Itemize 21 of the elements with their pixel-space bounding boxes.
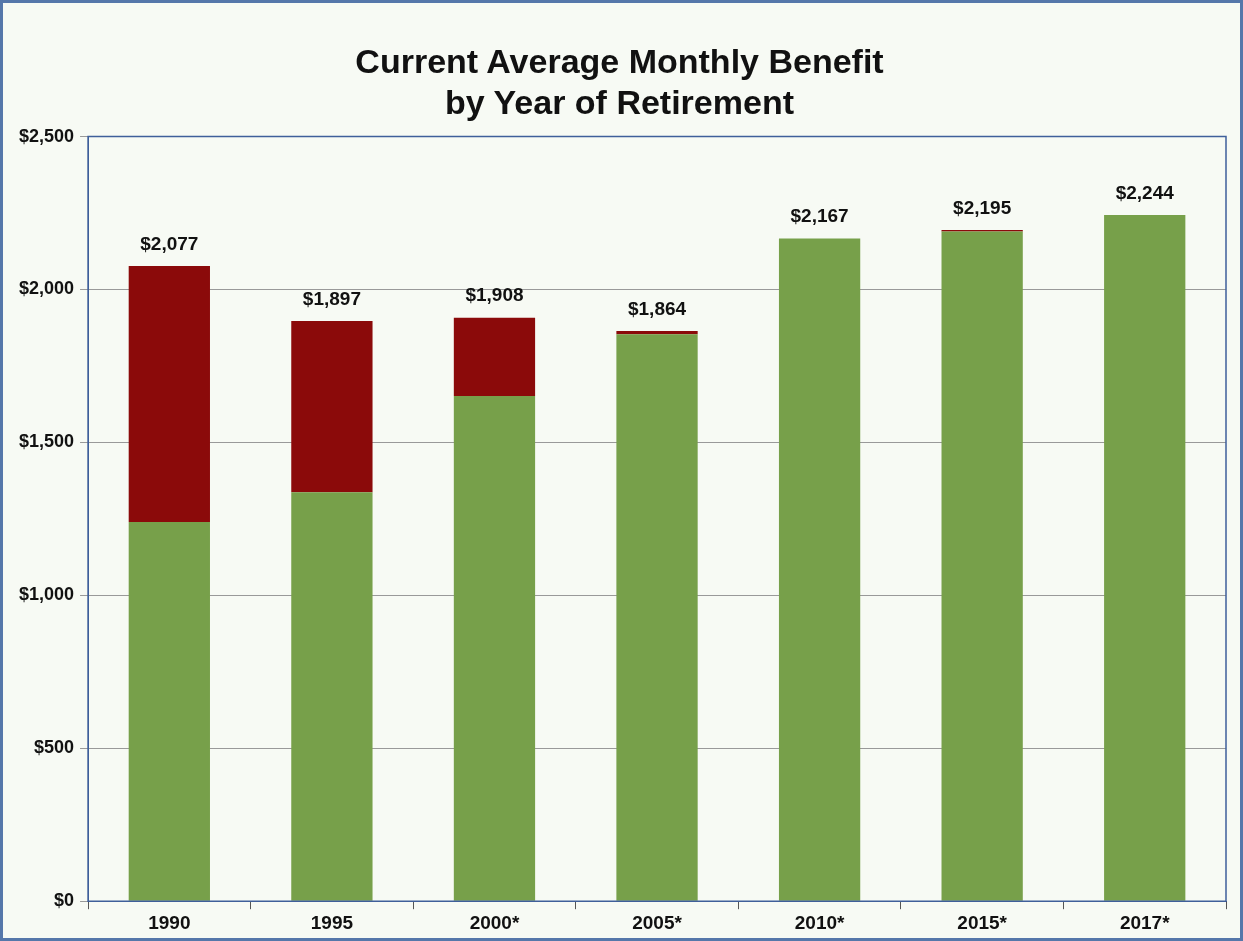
y-tick-label: $2,500 xyxy=(18,125,75,146)
total-label: $2,167 xyxy=(790,205,849,227)
chart-title: Current Average Monthly Benefit by Year of Retirement xyxy=(355,41,884,121)
total-label: $1,897 xyxy=(302,287,361,309)
y-tick-label: $1,500 xyxy=(18,431,75,452)
total-label: $1,908 xyxy=(465,284,524,306)
y-tick-label: $500 xyxy=(34,737,75,758)
y-tick-label: $0 xyxy=(54,890,75,911)
x-tick-label: 2000* xyxy=(469,911,520,933)
y-tick-label: $2,000 xyxy=(18,278,75,299)
total-label: $2,195 xyxy=(953,196,1012,218)
x-tick-label: 2017* xyxy=(1119,911,1171,933)
x-tick-label: 2015* xyxy=(957,911,1008,933)
x-tick-label: 1990 xyxy=(148,911,191,933)
total-label: $2,077 xyxy=(140,232,199,254)
total-label: $1,864 xyxy=(627,297,687,319)
total-label: $2,244 xyxy=(1115,181,1175,203)
x-tick-label: 1995 xyxy=(310,911,354,933)
x-tick-label: 2005* xyxy=(632,911,683,933)
y-tick-label: $1,000 xyxy=(18,584,75,605)
x-tick-label: 2010* xyxy=(794,911,846,933)
